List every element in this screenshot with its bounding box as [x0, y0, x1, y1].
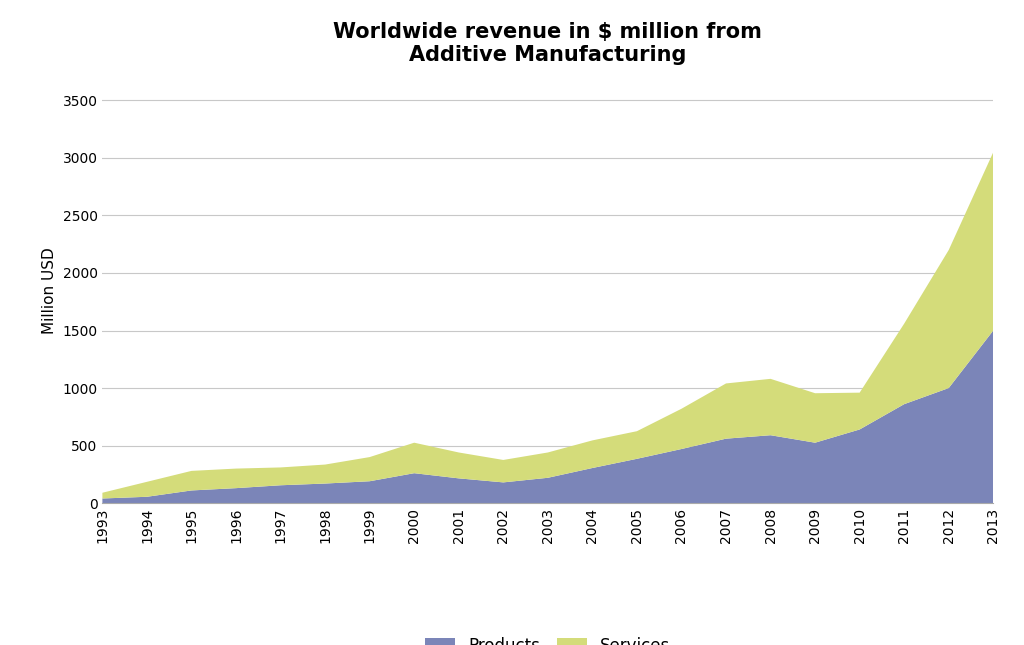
- Legend: Products, Services: Products, Services: [419, 631, 677, 645]
- Y-axis label: Million USD: Million USD: [42, 247, 57, 333]
- Title: Worldwide revenue in $ million from
Additive Manufacturing: Worldwide revenue in $ million from Addi…: [334, 21, 762, 64]
